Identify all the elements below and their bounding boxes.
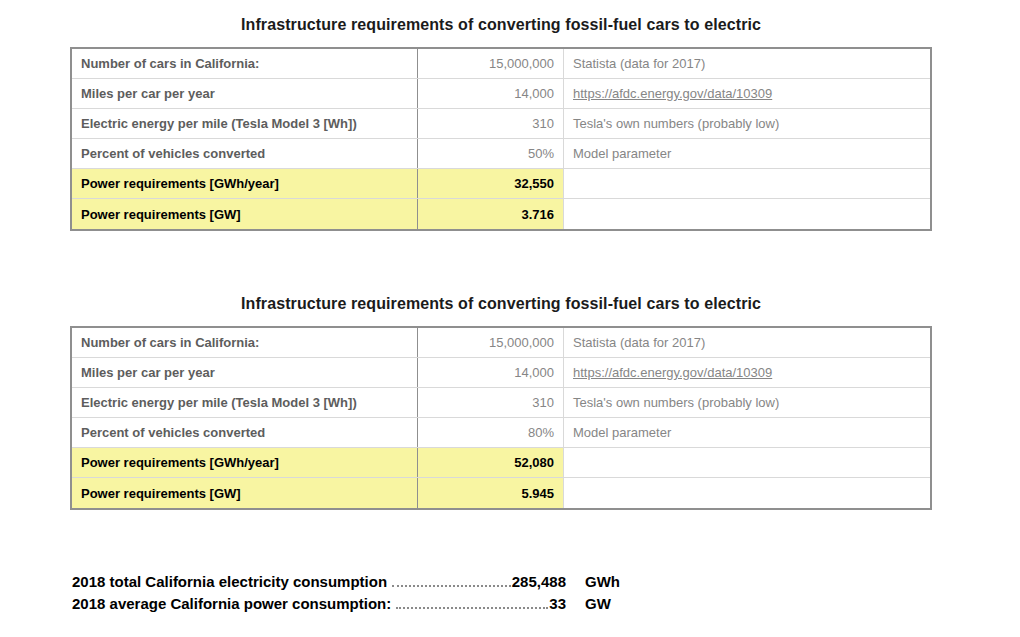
row-source [564, 478, 930, 508]
row-label: Number of cars in California: [72, 328, 418, 357]
row-value: 14,000 [418, 79, 564, 108]
page: Infrastructure requirements of convertin… [0, 0, 1020, 637]
infrastructure-table-80: Number of cars in California: 15,000,000… [70, 326, 932, 510]
row-value: 80% [418, 418, 564, 447]
table-row: Miles per car per year 14,000 https://af… [72, 358, 930, 388]
table-row: Electric energy per mile (Tesla Model 3 … [72, 109, 930, 139]
row-value: 15,000,000 [418, 328, 564, 357]
row-value: 310 [418, 388, 564, 417]
summary-line: 2018 average California power consumptio… [72, 593, 672, 615]
row-label: Power requirements [GW] [72, 478, 418, 508]
row-value: 50% [418, 139, 564, 168]
table-title: Infrastructure requirements of convertin… [70, 295, 932, 313]
row-value: 310 [418, 109, 564, 138]
row-label: Electric energy per mile (Tesla Model 3 … [72, 388, 418, 417]
table-row: Percent of vehicles converted 80% Model … [72, 418, 930, 448]
scenario-50-section: Infrastructure requirements of convertin… [70, 16, 932, 231]
table-row-highlighted: Power requirements [GWh/year] 32,550 [72, 169, 930, 199]
summary-unit: GW [585, 593, 611, 615]
row-label: Miles per car per year [72, 358, 418, 387]
row-value: 15,000,000 [418, 49, 564, 78]
summary-value: 285,488 [512, 571, 566, 593]
row-source: Statista (data for 2017) [564, 49, 930, 78]
row-source: Tesla's own numbers (probably low) [564, 109, 930, 138]
summary-line: 2018 total California electricity consum… [72, 571, 672, 593]
row-source: Model parameter [564, 139, 930, 168]
row-label: Miles per car per year [72, 79, 418, 108]
dot-leader [396, 595, 548, 609]
table-row-highlighted: Power requirements [GW] 5.945 [72, 478, 930, 508]
dot-leader [392, 573, 511, 587]
row-value: 52,080 [418, 448, 564, 477]
summary-unit: GWh [585, 571, 620, 593]
row-label: Percent of vehicles converted [72, 418, 418, 447]
row-label: Power requirements [GWh/year] [72, 448, 418, 477]
table-row: Electric energy per mile (Tesla Model 3 … [72, 388, 930, 418]
row-value: 3.716 [418, 199, 564, 229]
row-label: Number of cars in California: [72, 49, 418, 78]
row-label: Percent of vehicles converted [72, 139, 418, 168]
table-row: Number of cars in California: 15,000,000… [72, 49, 930, 79]
table-row-highlighted: Power requirements [GW] 3.716 [72, 199, 930, 229]
row-value: 32,550 [418, 169, 564, 198]
row-label: Power requirements [GW] [72, 199, 418, 229]
table-row: Percent of vehicles converted 50% Model … [72, 139, 930, 169]
table-row: Miles per car per year 14,000 https://af… [72, 79, 930, 109]
row-value: 5.945 [418, 478, 564, 508]
source-link[interactable]: https://afdc.energy.gov/data/10309 [564, 358, 930, 387]
table-title: Infrastructure requirements of convertin… [70, 16, 932, 34]
infrastructure-table-50: Number of cars in California: 15,000,000… [70, 47, 932, 231]
row-source [564, 448, 930, 477]
california-consumption-summary: 2018 total California electricity consum… [72, 571, 672, 615]
row-source [564, 169, 930, 198]
row-source: Statista (data for 2017) [564, 328, 930, 357]
row-source: Tesla's own numbers (probably low) [564, 388, 930, 417]
source-link[interactable]: https://afdc.energy.gov/data/10309 [564, 79, 930, 108]
row-label: Electric energy per mile (Tesla Model 3 … [72, 109, 418, 138]
table-row-highlighted: Power requirements [GWh/year] 52,080 [72, 448, 930, 478]
summary-label: 2018 total California electricity consum… [72, 571, 387, 593]
row-source: Model parameter [564, 418, 930, 447]
row-value: 14,000 [418, 358, 564, 387]
row-label: Power requirements [GWh/year] [72, 169, 418, 198]
table-row: Number of cars in California: 15,000,000… [72, 328, 930, 358]
scenario-80-section: Infrastructure requirements of convertin… [70, 295, 932, 510]
summary-label: 2018 average California power consumptio… [72, 593, 391, 615]
summary-value: 33 [549, 593, 566, 615]
row-source [564, 199, 930, 229]
